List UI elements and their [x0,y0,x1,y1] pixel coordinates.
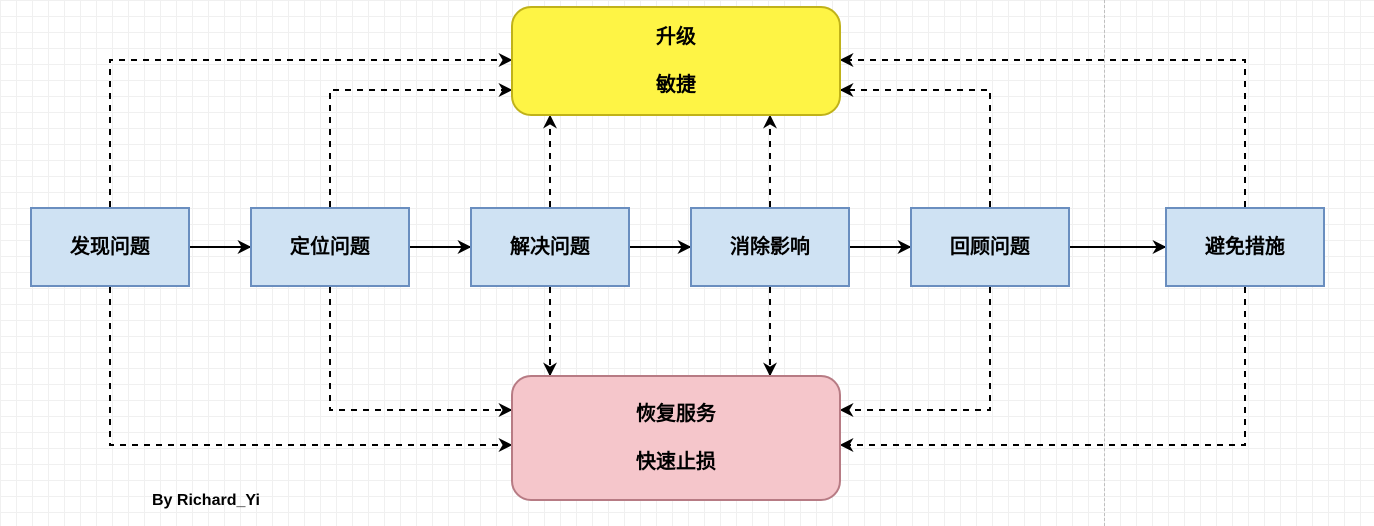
node-bottom-label-0: 恢复服务 [636,402,716,426]
node-n1-label-0: 发现问题 [70,235,150,259]
node-top-label-1: 敏捷 [656,73,696,97]
node-top-label-0: 升级 [656,25,696,49]
node-bottom-label-1: 快速止损 [636,450,716,474]
node-n5-label-0: 回顾问题 [950,235,1030,259]
node-n1: 发现问题 [30,207,190,287]
page-boundary-line [1104,0,1105,526]
node-bottom: 恢复服务快速止损 [511,375,841,501]
node-n5: 回顾问题 [910,207,1070,287]
node-n6: 避免措施 [1165,207,1325,287]
node-top: 升级敏捷 [511,6,841,116]
node-n6-label-0: 避免措施 [1205,235,1285,259]
node-n3: 解决问题 [470,207,630,287]
credit-text: By Richard_Yi [152,492,260,510]
node-n2: 定位问题 [250,207,410,287]
node-n2-label-0: 定位问题 [290,235,370,259]
node-n4: 消除影响 [690,207,850,287]
credit-label: By Richard_Yi [152,492,260,509]
node-n3-label-0: 解决问题 [510,235,590,259]
node-n4-label-0: 消除影响 [730,235,810,259]
